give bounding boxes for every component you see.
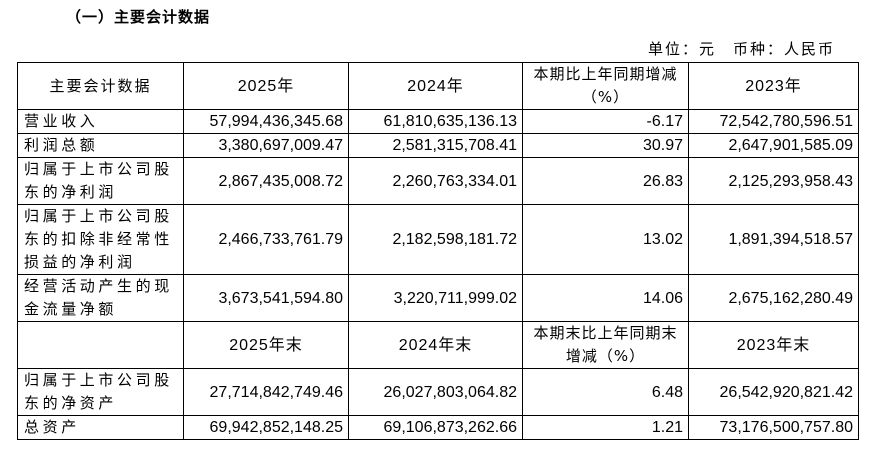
row-label: 经营活动产生的现金流量净额 <box>17 274 184 322</box>
value-cell: 2,647,901,585.09 <box>688 133 859 158</box>
value-cell: 2,581,315,708.41 <box>348 133 523 158</box>
value-cell: 69,942,852,148.25 <box>183 415 349 440</box>
value-cell: 3,380,697,009.47 <box>183 133 349 158</box>
data-row: 总资产 69,942,852,148.25 69,106,873,262.66 1.2… <box>17 415 859 440</box>
data-row: 归属于上市公司股东的净利润 2,867,435,008.72 2,260,763,3… <box>17 157 859 205</box>
data-table: 主要会计数据 2025年 2024年 本期比上年同期增减（%） 2023年 营业收入 57,… <box>17 62 859 440</box>
value-cell: 26,542,920,821.42 <box>688 368 859 416</box>
value-cell: 2,260,763,334.01 <box>348 157 523 205</box>
value-cell: 61,810,635,136.13 <box>348 109 523 134</box>
value-cell: 73,176,500,757.80 <box>688 415 859 440</box>
value-cell: 3,220,711,999.02 <box>348 274 523 322</box>
header-cell: 2024年 <box>348 62 523 110</box>
value-cell: 13.02 <box>522 204 689 275</box>
unit-note: 单位：元 币种：人民币 <box>647 40 835 58</box>
value-cell: 14.06 <box>522 274 689 322</box>
data-row: 营业收入 57,994,436,345.68 61,810,635,136.13 -6… <box>17 109 859 134</box>
row-label: 总资产 <box>17 415 184 440</box>
table-body: 主要会计数据 2025年 2024年 本期比上年同期增减（%） 2023年 营业收入 57,… <box>17 62 859 440</box>
header-cell: 2023年 <box>688 62 859 110</box>
section-title: （一）主要会计数据 <box>66 8 211 26</box>
value-cell: 72,542,780,596.51 <box>688 109 859 134</box>
header-cell: 本期比上年同期增减（%） <box>522 62 689 110</box>
data-row: 归属于上市公司股东的净资产 27,714,842,749.46 26,027,803… <box>17 368 859 416</box>
value-cell: 2,675,162,280.49 <box>688 274 859 322</box>
header-cell: 2024年末 <box>348 321 523 369</box>
header-cell: 2025年 <box>183 62 349 110</box>
value-cell: 3,673,541,594.80 <box>183 274 349 322</box>
row-label: 利润总额 <box>17 133 184 158</box>
row-label: 归属于上市公司股东的净资产 <box>17 368 184 416</box>
value-cell: 2,125,293,958.43 <box>688 157 859 205</box>
value-cell: 1.21 <box>522 415 689 440</box>
value-cell: -6.17 <box>522 109 689 134</box>
data-row: 归属于上市公司股东的扣除非经常性损益的净利润 2,466,733,761.79 2,… <box>17 204 859 275</box>
value-cell: 1,891,394,518.57 <box>688 204 859 275</box>
value-cell: 2,182,598,181.72 <box>348 204 523 275</box>
data-row: 利润总额 3,380,697,009.47 2,581,315,708.41 30.9… <box>17 133 859 158</box>
value-cell: 30.97 <box>522 133 689 158</box>
header-row: 2025年末 2024年末 本期末比上年同期末增减（%） 2023年末 <box>17 321 859 369</box>
header-cell: 2023年末 <box>688 321 859 369</box>
header-cell: 本期末比上年同期末增减（%） <box>522 321 689 369</box>
data-row: 经营活动产生的现金流量净额 3,673,541,594.80 3,220,711,9… <box>17 274 859 322</box>
value-cell: 57,994,436,345.68 <box>183 109 349 134</box>
value-cell: 69,106,873,262.66 <box>348 415 523 440</box>
value-cell: 26.83 <box>522 157 689 205</box>
value-cell: 2,867,435,008.72 <box>183 157 349 205</box>
value-cell: 27,714,842,749.46 <box>183 368 349 416</box>
row-label: 归属于上市公司股东的扣除非经常性损益的净利润 <box>17 204 184 275</box>
value-cell: 2,466,733,761.79 <box>183 204 349 275</box>
value-cell: 26,027,803,064.82 <box>348 368 523 416</box>
value-cell: 6.48 <box>522 368 689 416</box>
header-row: 主要会计数据 2025年 2024年 本期比上年同期增减（%） 2023年 <box>17 62 859 110</box>
header-cell: 2025年末 <box>183 321 349 369</box>
header-cell <box>17 321 184 369</box>
row-label: 归属于上市公司股东的净利润 <box>17 157 184 205</box>
header-cell: 主要会计数据 <box>17 62 184 110</box>
row-label: 营业收入 <box>17 109 184 134</box>
